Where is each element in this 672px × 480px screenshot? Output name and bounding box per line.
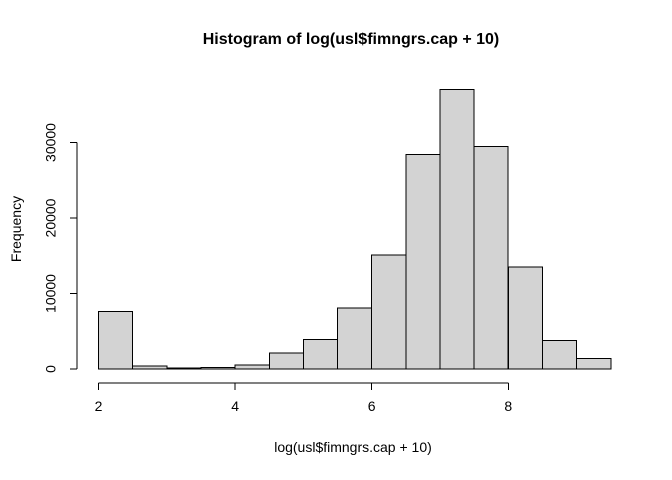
plot-title: Histogram of log(usl$fimngrs.cap + 10) [203, 31, 500, 48]
histogram-bar [302, 339, 338, 370]
histogram-bar [166, 367, 202, 370]
x-tick-label: 8 [504, 398, 512, 414]
histogram-bar [337, 307, 373, 370]
histogram-bar [268, 352, 304, 370]
axes-group: 0 10000 20000 30000 2 4 6 8 [43, 123, 513, 414]
histogram-bars-group [98, 89, 612, 370]
x-tick-label: 6 [368, 398, 376, 414]
x-tick-label: 4 [231, 398, 239, 414]
y-axis-label: Frequency [8, 196, 24, 262]
histogram-bar [98, 311, 134, 370]
x-tick-label: 2 [95, 398, 103, 414]
histogram-bar [473, 145, 509, 370]
x-axis-label: log(usl$fimngrs.cap + 10) [274, 439, 432, 455]
histogram-bar [439, 89, 475, 370]
y-tick-label: 30000 [43, 123, 59, 162]
histogram-bar [542, 339, 578, 370]
histogram-bar [405, 154, 441, 370]
y-tick-label: 10000 [43, 274, 59, 313]
histogram-bar [371, 254, 407, 370]
histogram-bar [507, 266, 543, 370]
histogram-bar [132, 365, 168, 370]
histogram-bar [234, 364, 270, 370]
y-tick-label: 20000 [43, 198, 59, 237]
y-tick-label: 0 [43, 365, 59, 373]
histogram-bar [200, 366, 236, 370]
histogram-bar [576, 357, 612, 370]
